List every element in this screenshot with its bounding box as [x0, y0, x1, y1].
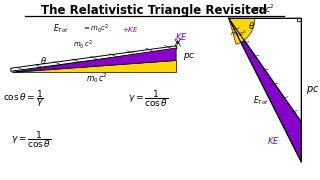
Text: $\cos\theta = \dfrac{1}{\gamma}$: $\cos\theta = \dfrac{1}{\gamma}$	[3, 88, 44, 109]
Text: $\gamma = \dfrac{1}{\cos\theta}$: $\gamma = \dfrac{1}{\cos\theta}$	[11, 129, 51, 150]
Text: $\theta$: $\theta$	[40, 55, 47, 66]
Text: $pc$: $pc$	[183, 51, 196, 62]
Text: $\theta$: $\theta$	[248, 20, 255, 31]
Polygon shape	[12, 60, 176, 72]
Polygon shape	[11, 46, 177, 71]
Text: $+KE$: $+KE$	[122, 24, 139, 33]
Text: $E_{Tot}$: $E_{Tot}$	[253, 95, 269, 107]
Text: $m_0c^2$: $m_0c^2$	[230, 28, 247, 39]
Text: $E_{Tot}$: $E_{Tot}$	[52, 23, 68, 35]
Text: $m_0\,c^2$: $m_0\,c^2$	[253, 2, 275, 16]
Text: $KE$: $KE$	[175, 31, 188, 42]
Text: $\gamma = \dfrac{1}{\cos\theta}$: $\gamma = \dfrac{1}{\cos\theta}$	[128, 88, 169, 109]
Text: The Relativistic Triangle Revisited: The Relativistic Triangle Revisited	[42, 4, 268, 17]
Text: $m_0\,c^2$: $m_0\,c^2$	[86, 71, 108, 86]
Text: $= m_0c^2$: $= m_0c^2$	[82, 23, 109, 35]
Text: $m_0\,c^2$: $m_0\,c^2$	[73, 38, 93, 51]
Polygon shape	[229, 18, 255, 44]
Text: $pc$: $pc$	[306, 84, 319, 96]
Text: $KE$: $KE$	[267, 135, 280, 146]
Polygon shape	[229, 18, 301, 122]
Polygon shape	[229, 18, 301, 162]
Polygon shape	[12, 48, 176, 72]
